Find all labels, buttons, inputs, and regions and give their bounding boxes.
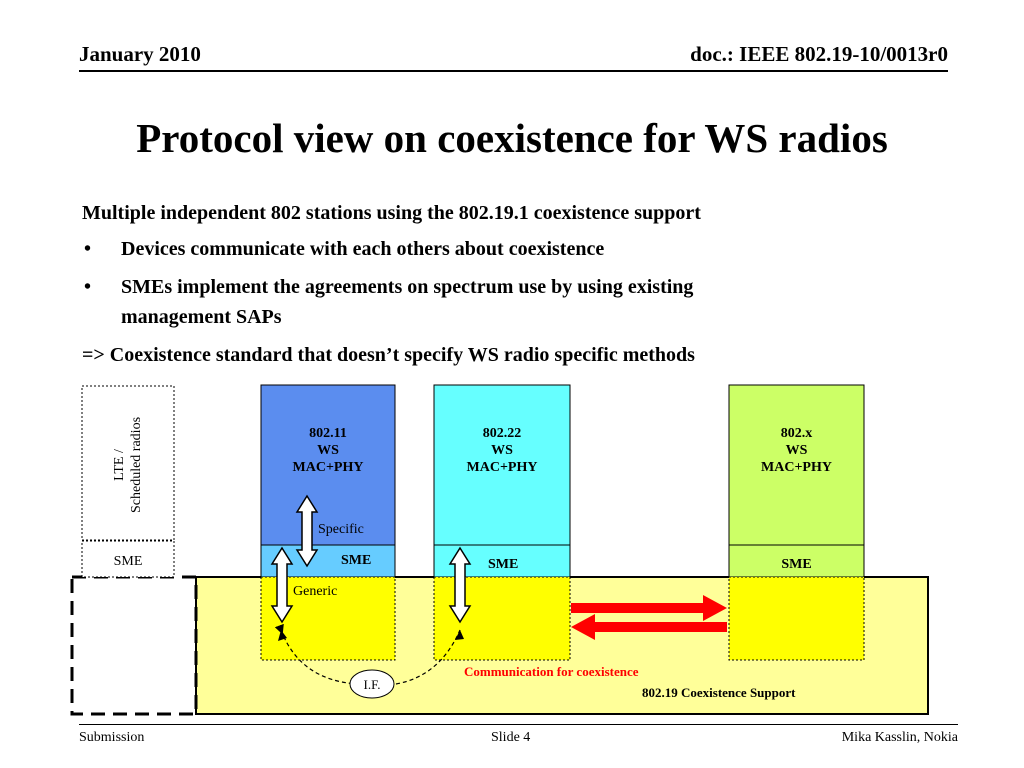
slide-title: Protocol view on coexistence for WS radi…: [136, 115, 888, 161]
if-label: I.F.: [363, 677, 381, 692]
conclusion-text: => Coexistence standard that doesn’t spe…: [82, 344, 695, 366]
stack-802-x-coex: [728, 576, 865, 661]
communication-label: Communication for coexistence: [464, 664, 639, 679]
stack-802-22-label: 802.22 WS MAC+PHY: [434, 425, 570, 476]
lte-box: [81, 385, 175, 541]
comm-arrow-left: [571, 614, 727, 640]
specific-double-arrow: [295, 494, 319, 568]
lte-box-label: LTE / Scheduled radios: [111, 397, 145, 533]
stack-802-11-sme-label: SME: [341, 553, 372, 568]
external-dashed-box: [70, 575, 198, 716]
bullet-1: Devices communicate with each others abo…: [121, 238, 605, 260]
stack-802-x-line1: 802.x: [780, 426, 813, 441]
generic-label: Generic: [293, 584, 338, 599]
stack-802-22-line1: 802.22: [482, 426, 522, 441]
stack-802-11-line3: MAC+PHY: [292, 460, 364, 475]
stack-802-x-line3: MAC+PHY: [761, 460, 832, 475]
if-curve-right-head: [455, 630, 464, 640]
specific-label: Specific: [318, 522, 364, 537]
generic-double-arrow: [270, 546, 294, 624]
lte-sme-label: SME: [113, 554, 143, 569]
stack-802-x-label: 802.x WS MAC+PHY: [729, 425, 864, 476]
stack-802-x-line2: WS: [785, 443, 808, 458]
stack-802-11-line1: 802.11: [309, 426, 347, 441]
footer-submission: Submission: [79, 730, 145, 745]
header-doc-id: doc.: IEEE 802.19-10/0013r0: [690, 42, 948, 66]
footer-divider: [79, 724, 958, 725]
footer-author: Mika Kasslin, Nokia: [841, 730, 958, 745]
if-curve-left-head: [278, 630, 287, 641]
stack-802-22-macphy: [433, 384, 571, 546]
stack-802-x-sme-label: SME: [781, 557, 812, 572]
header-date: January 2010: [79, 42, 201, 66]
bullet-glyph: •: [84, 276, 92, 298]
coexistence-support-label: 802.19 Coexistence Support: [642, 685, 796, 700]
comm-arrow-right: [571, 595, 727, 621]
bullet-2-cont: management SAPs: [121, 306, 282, 328]
stack-802-22-line3: MAC+PHY: [466, 460, 538, 475]
bullet-glyph: •: [84, 238, 92, 260]
footer-slide-number: Slide 4: [491, 730, 531, 745]
header-divider: [79, 70, 948, 72]
stack-802-11-macphy: [260, 384, 396, 546]
stack-802-22-sme-label: SME: [488, 557, 519, 572]
stack-802-22-line2: WS: [491, 443, 513, 458]
stack-802-11-line2: WS: [317, 443, 339, 458]
lte-sme-box: [81, 540, 175, 578]
if-ellipse: [349, 669, 395, 699]
stack-802-11-label: 802.11 WS MAC+PHY: [261, 425, 395, 476]
bullet-2: SMEs implement the agreements on spectru…: [121, 276, 694, 298]
lte-label-line1: LTE /: [112, 449, 127, 481]
lte-label-line2: Scheduled radios: [129, 416, 144, 514]
intro-text: Multiple independent 802 stations using …: [82, 202, 701, 224]
if-curve-left: [274, 623, 358, 685]
stack-802-22-double-arrow: [448, 546, 472, 624]
stack-802-x-sme: [728, 544, 865, 578]
